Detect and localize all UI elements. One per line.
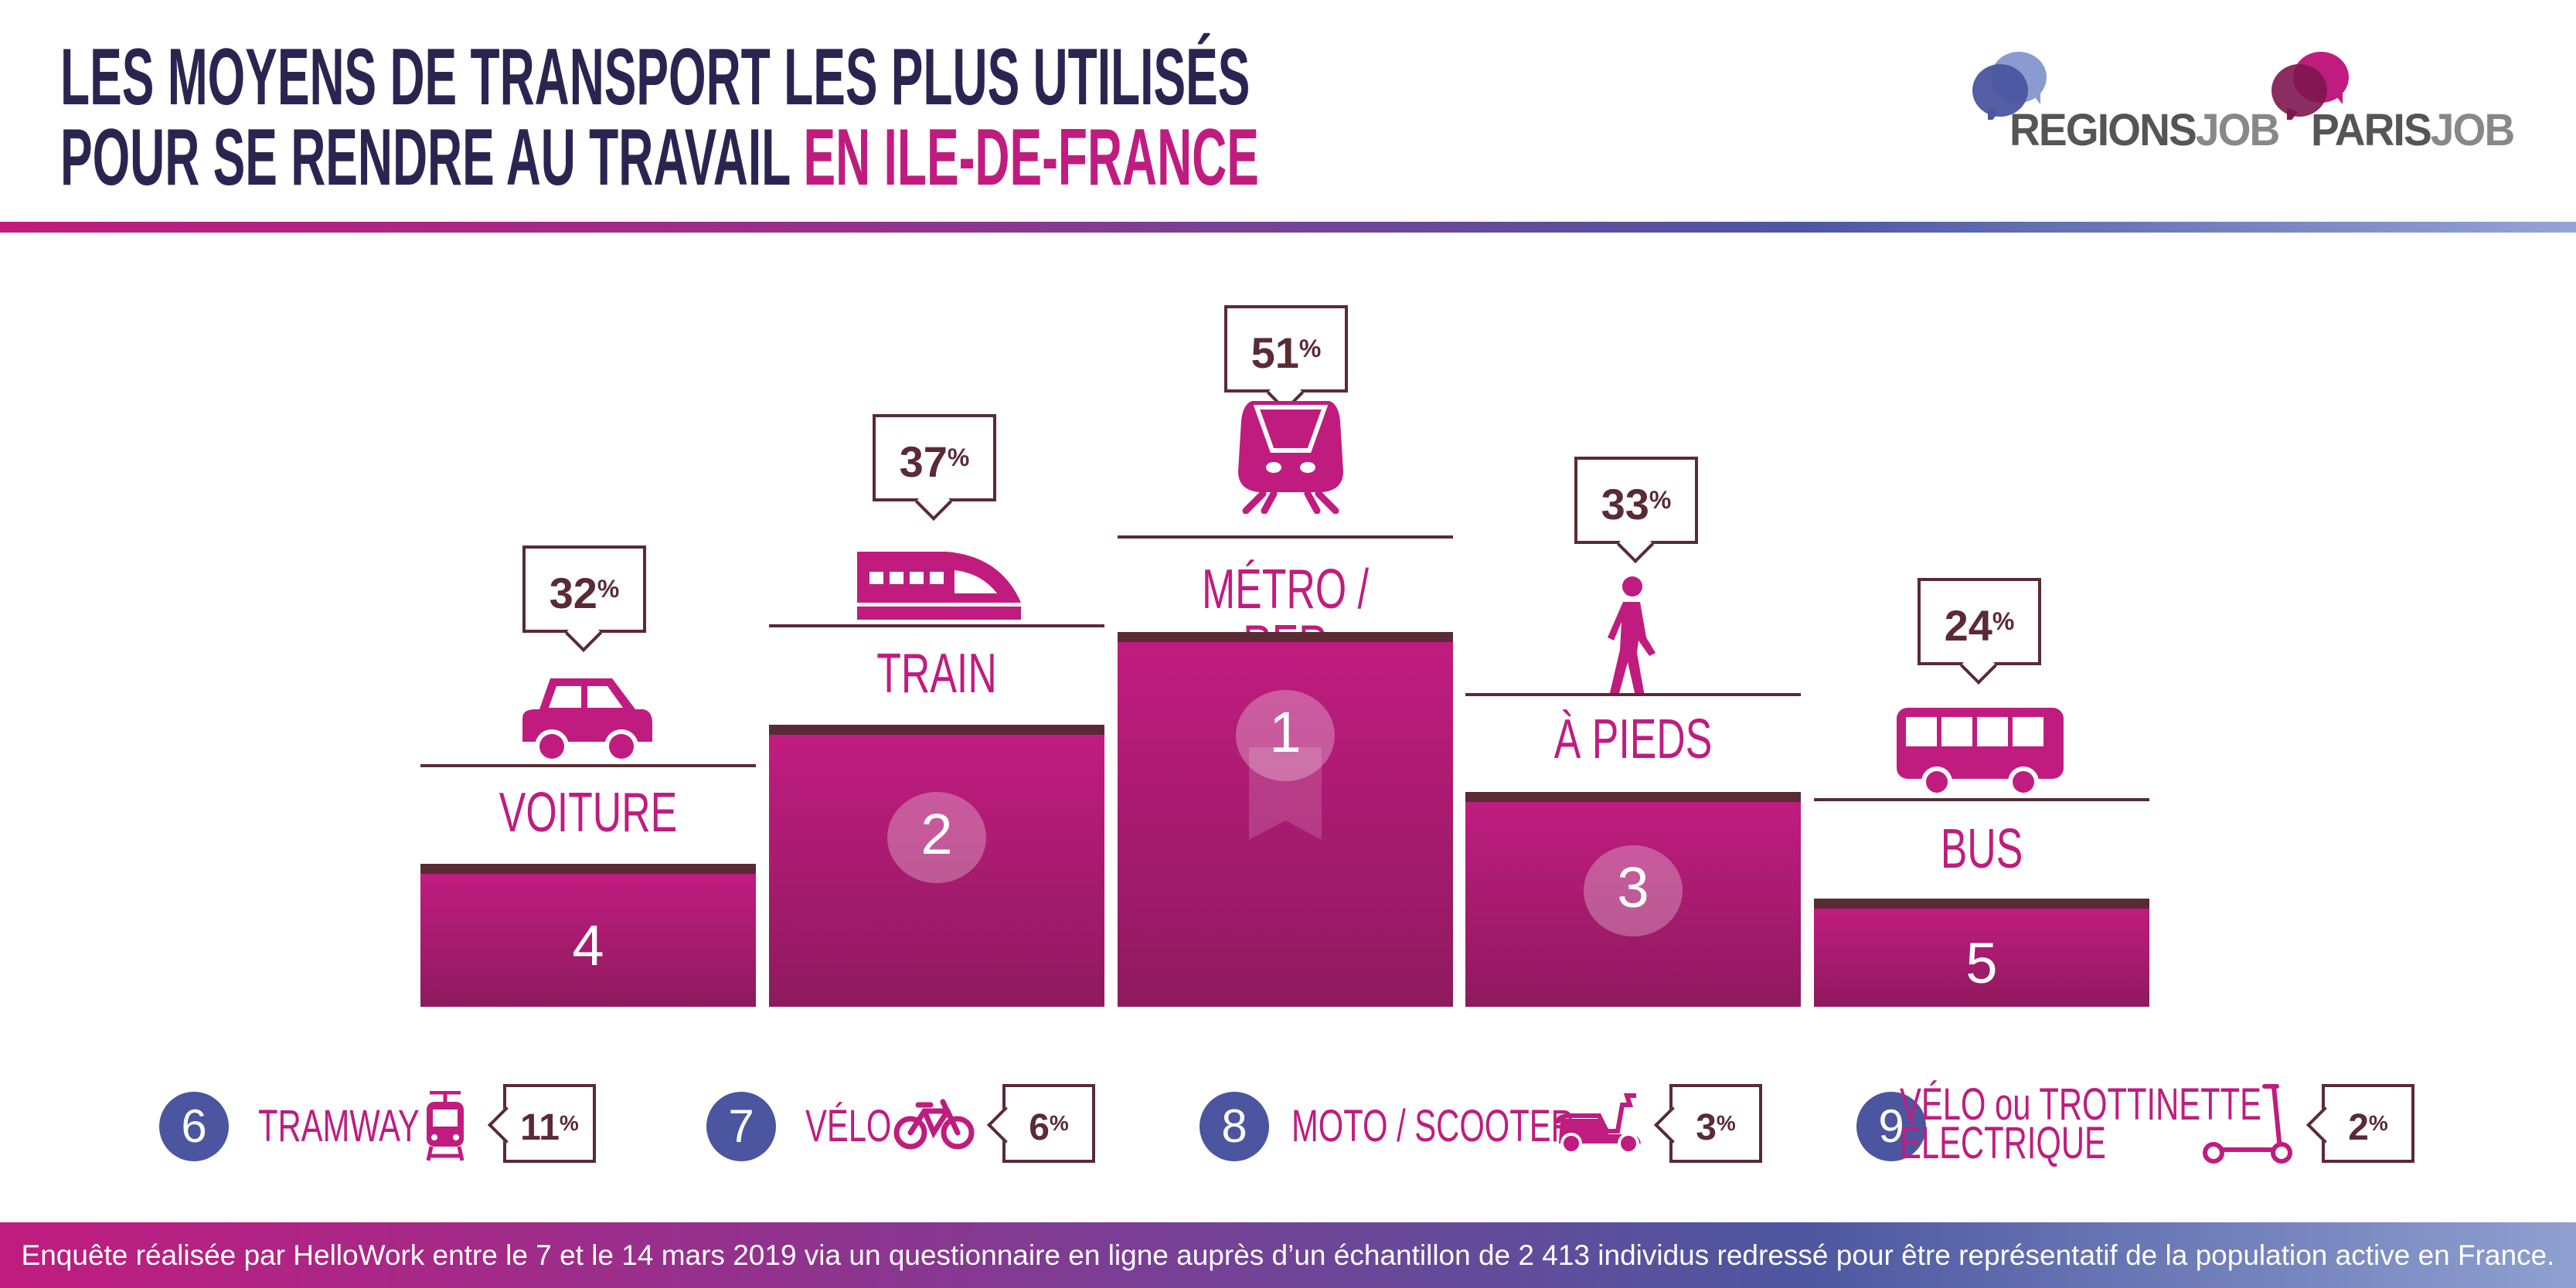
value-bubble-a-pieds: 33% xyxy=(1574,457,1698,544)
label-velo-trottinette-line-2: ÉLECTRIQUE xyxy=(1900,1118,2106,1168)
percent-sign: % xyxy=(559,1111,579,1135)
value-bubble-voiture: 32% xyxy=(522,545,646,633)
percent-sign: % xyxy=(1716,1111,1736,1135)
rank-badge-6: 6 xyxy=(159,1092,229,1161)
car-icon xyxy=(522,678,652,763)
value: 6 xyxy=(1029,1107,1050,1148)
tram-icon xyxy=(426,1091,464,1161)
podium-label-bus: BUS xyxy=(1814,821,2149,877)
podium-label-voiture: VOITURE xyxy=(420,785,756,841)
title-line-2-a: POUR SE RENDRE AU TRAVAIL xyxy=(60,113,804,202)
podium-block-2: 2 xyxy=(769,725,1104,1007)
label: VOITURE xyxy=(499,782,678,844)
value-box-moto-scooter: 3% xyxy=(1669,1084,1762,1163)
podium-line xyxy=(1118,535,1453,539)
parisjob-logo: PARISJOB xyxy=(2311,104,2516,156)
train-icon xyxy=(857,552,1021,620)
value: 24 xyxy=(1944,601,1992,650)
logo-job-text: JOB xyxy=(2430,105,2516,155)
pedestrian-icon xyxy=(1608,576,1656,696)
podium-label-a-pieds: À PIEDS xyxy=(1465,712,1801,767)
parisjob-logo-bubbles-icon xyxy=(2271,52,2349,120)
podium-block-3: 3 xyxy=(1465,792,1801,1007)
percent-sign: % xyxy=(1049,1111,1069,1135)
podium-line xyxy=(1814,798,2149,801)
rank-number: 4 xyxy=(572,913,604,977)
value-box-velo: 6% xyxy=(1002,1084,1095,1163)
rank-number: 1 xyxy=(1269,700,1302,764)
label-moto-scooter: MOTO / SCOOTER xyxy=(1291,1101,1574,1151)
logo-job-text: JOB xyxy=(2195,105,2281,155)
title-line-1: LES MOYENS DE TRANSPORT LES PLUS UTILISÉ… xyxy=(60,32,1251,122)
label-velo-trottinette-line-1: VÉLO ou TROTTINETTE xyxy=(1900,1079,2261,1130)
rank-number: 3 xyxy=(1617,855,1649,919)
survey-footnote: Enquête réalisée par HelloWork entre le … xyxy=(0,1222,2576,1288)
logo-regions-text: REGIONS xyxy=(2009,105,2197,155)
regionsjob-logo-bubbles-icon xyxy=(1972,52,2047,120)
podium-block-5: 5 xyxy=(1814,899,2149,1007)
percent-sign: % xyxy=(1298,335,1322,362)
podium-line xyxy=(420,764,756,767)
percent-sign: % xyxy=(1992,607,2015,635)
podium-block-4: 4 xyxy=(420,864,756,1007)
label: TRAIN xyxy=(876,643,997,705)
rank-number: 2 xyxy=(920,802,953,866)
podium-line xyxy=(1465,693,1801,696)
value-box-tramway: 11% xyxy=(503,1084,596,1163)
value: 51 xyxy=(1251,328,1299,377)
rank-number: 5 xyxy=(1965,931,1998,995)
podium-block-1: 1 xyxy=(1118,632,1453,1007)
value: 3 xyxy=(1696,1107,1717,1148)
value: 32 xyxy=(549,569,597,617)
value-box-velo-trottinette: 2% xyxy=(2322,1084,2414,1163)
percent-sign: % xyxy=(1649,486,1672,514)
scooter-icon xyxy=(1555,1093,1641,1154)
value: 37 xyxy=(899,437,948,486)
page-title: LES MOYENS DE TRANSPORT LES PLUS UTILISÉ… xyxy=(60,37,1259,198)
percent-sign: % xyxy=(2368,1111,2388,1135)
value-bubble-metro: 51% xyxy=(1224,305,1348,393)
label-velo: VÉLO xyxy=(805,1101,892,1151)
logo-paris-text: PARIS xyxy=(2311,105,2432,155)
podium-line xyxy=(769,624,1104,627)
value-bubble-train: 37% xyxy=(873,414,996,501)
header-gradient-divider xyxy=(0,222,2576,233)
kick-scooter-icon xyxy=(2203,1084,2292,1164)
podium-label-train: TRAIN xyxy=(769,646,1104,702)
rank-badge-7: 7 xyxy=(706,1092,776,1161)
value-bubble-bus: 24% xyxy=(1918,578,2041,665)
rank-medal-icon xyxy=(1584,845,1683,936)
percent-sign: % xyxy=(947,443,970,471)
title-highlight: EN ILE-DE-FRANCE xyxy=(803,113,1259,202)
rank-medal-icon xyxy=(1236,690,1335,781)
value: 33 xyxy=(1601,480,1649,528)
regionsjob-logo: REGIONSJOB xyxy=(2009,104,2281,156)
ribbon-icon xyxy=(1249,747,1322,840)
rank-medal-icon xyxy=(887,792,986,883)
percent-sign: % xyxy=(597,575,620,603)
label-tramway: TRAMWAY xyxy=(258,1101,420,1151)
title-line-2: POUR SE RENDRE AU TRAVAIL EN ILE-DE-FRAN… xyxy=(60,117,1259,198)
rank-badge-9: 9 xyxy=(1856,1092,1926,1161)
label: À PIEDS xyxy=(1553,709,1713,770)
bus-icon xyxy=(1897,708,2064,797)
label: BUS xyxy=(1940,818,2023,880)
rank-badge-8: 8 xyxy=(1200,1092,1269,1161)
bicycle-icon xyxy=(893,1099,975,1150)
value: 11 xyxy=(520,1107,560,1148)
metro-icon xyxy=(1238,401,1343,514)
value: 2 xyxy=(2348,1107,2369,1148)
